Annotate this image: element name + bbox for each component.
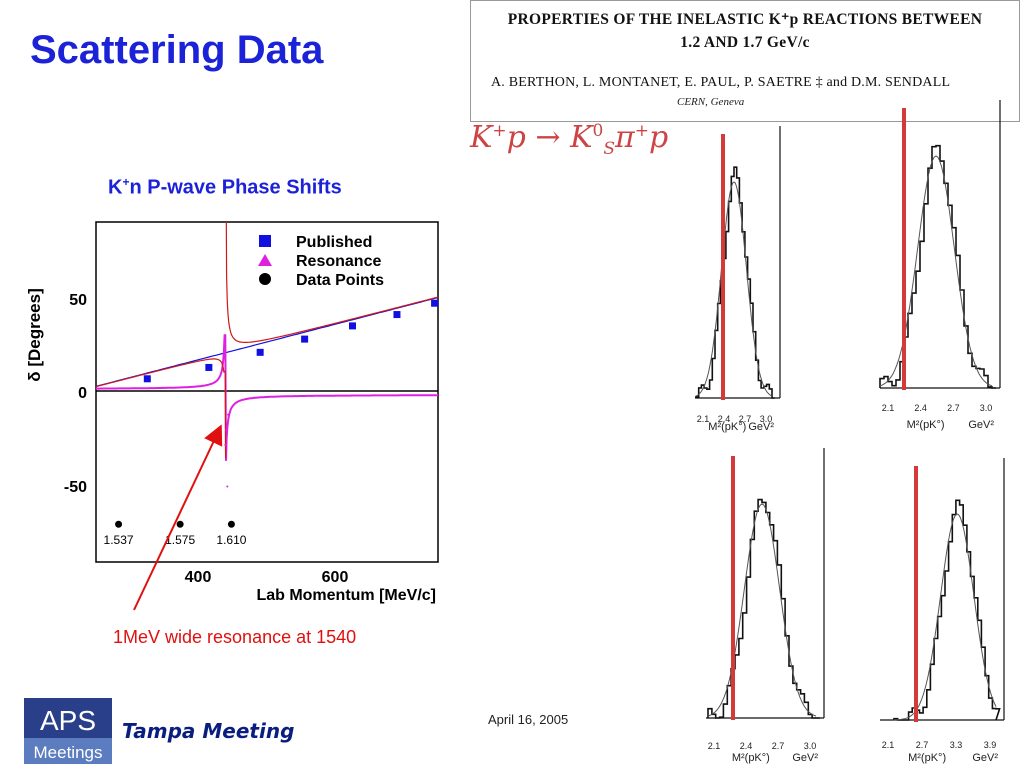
- legend-published-marker: [259, 235, 271, 247]
- histogram-tick-label: 2.1: [882, 740, 895, 750]
- plot-title-sup: +: [122, 175, 130, 189]
- published-point: [256, 348, 264, 356]
- published-point: [301, 335, 309, 343]
- y-axis-label: δ [Degrees]: [25, 288, 44, 381]
- histogram-steps: [893, 499, 1001, 721]
- histogram-unit-label: GeV²: [972, 752, 998, 764]
- histogram-panel: 2.1 2.7 3.3 3.9 M²(pK°) GeV²: [880, 458, 1005, 764]
- threshold-marker: [721, 134, 725, 400]
- legend-datapoints-label: Data Points: [296, 272, 384, 289]
- published-point: [143, 375, 151, 383]
- histogram-unit-label: GeV²: [792, 752, 818, 764]
- histogram-tick-label: 3.3: [950, 740, 963, 750]
- plot-frame: [95, 221, 439, 563]
- y-tick-0: 0: [78, 385, 87, 402]
- published-point: [205, 363, 213, 371]
- logo-aps-text: APS: [40, 705, 96, 736]
- data-point: [115, 520, 123, 528]
- published-point: [393, 311, 401, 319]
- histogram-fit: [879, 155, 993, 387]
- plot-title-k: K: [108, 176, 123, 199]
- histogram-fit: [893, 513, 997, 721]
- logo-meetings-text: Meetings: [34, 743, 103, 762]
- data-point: [176, 520, 184, 528]
- slide-date: April 16, 2005: [488, 712, 569, 727]
- paper-authors: A. BERTHON, L. MONTANET, E. PAUL, P. SAE…: [491, 75, 951, 90]
- paper-title-line2: 1.2 AND 1.7 GeV/c: [680, 34, 810, 51]
- y-tick-50: 50: [69, 292, 87, 309]
- resonance-dot: [227, 413, 230, 416]
- histogram-tick-label: 2.1: [882, 403, 895, 413]
- legend-published-label: Published: [296, 234, 372, 251]
- histogram-panel: 2.1 2.4 2.7 3.0 M²(pK°) GeV²: [706, 448, 825, 764]
- paper-title-line1: PROPERTIES OF THE INELASTIC K⁺p REACTION…: [507, 11, 983, 28]
- histogram-tick-label: 2.7: [947, 403, 960, 413]
- histogram-steps: [879, 144, 996, 389]
- histogram-axis-label: M²(pK°): [708, 421, 746, 433]
- data-point: [227, 520, 235, 528]
- x-tick-400: 400: [185, 569, 212, 586]
- histogram-tick-label: 2.1: [708, 741, 721, 751]
- histogram-tick-label: 3.0: [804, 741, 817, 751]
- histogram-tick-label: 2.4: [718, 414, 731, 424]
- histogram-axis-label: M²(pK°): [907, 419, 945, 431]
- resonance-curve: [96, 334, 438, 461]
- histogram-tick-label: 3.0: [760, 414, 773, 424]
- published-point: [431, 299, 439, 307]
- phase-shift-chart: δ [Degrees] 1.537 1.575 1.610 50 0 -50 400…: [25, 221, 439, 604]
- histogram-tick-label: 2.7: [772, 741, 785, 751]
- slide-title: Scattering Data: [30, 28, 324, 72]
- threshold-marker: [731, 456, 735, 720]
- histogram-tick-label: 3.9: [984, 740, 997, 750]
- histogram-fit: [707, 503, 817, 717]
- data-point-label: 1.575: [165, 533, 195, 547]
- total-curve: [95, 221, 439, 459]
- y-tick-minus50: -50: [64, 479, 87, 496]
- histogram-tick-label: 2.4: [914, 403, 927, 413]
- meeting-name: Tampa Meeting: [122, 719, 295, 743]
- arrow-line: [133, 424, 223, 611]
- histogram-tick-label: 2.4: [740, 741, 753, 751]
- curves-group: [95, 221, 439, 461]
- resonance-dot: [224, 428, 227, 431]
- paper-header: PROPERTIES OF THE INELASTIC K⁺p REACTION…: [470, 0, 1020, 122]
- marks-group: 1.537 1.575 1.610: [104, 299, 439, 547]
- histogram-axis-label: M²(pK°): [908, 752, 946, 764]
- legend-resonance-label: Resonance: [296, 253, 381, 270]
- aps-meetings-logo: APS Meetings: [24, 698, 112, 764]
- histogram-axis-label: M²(pK°): [732, 752, 770, 764]
- histogram-fit: [695, 181, 773, 397]
- histogram-tick-label: 2.7: [916, 740, 929, 750]
- plot-title-rest: n P-wave Phase Shifts: [129, 176, 342, 199]
- published-point: [349, 322, 356, 330]
- plot-title: K+n P-wave Phase Shifts: [108, 175, 342, 200]
- histogram-tick-label: 2.1: [697, 414, 710, 424]
- histogram-panel: 2.1 2.4 2.7 3.0 M²(pK°) GeV²: [879, 100, 1001, 431]
- histogram-unit-label: GeV²: [968, 419, 994, 431]
- histogram-panel: 2.1 2.4 2.7 3.0 M²(pK°) GeV²: [695, 126, 781, 433]
- legend-resonance-marker: [258, 254, 272, 266]
- data-point-label: 1.610: [216, 533, 246, 547]
- reaction-formula: K+p → K0Sπ+p: [470, 120, 669, 159]
- histogram-unit-label: GeV²: [748, 421, 774, 433]
- paper-institution: CERN, Geneva: [677, 96, 745, 108]
- data-point-label: 1.537: [104, 533, 134, 547]
- histogram-tick-label: 2.7: [739, 414, 752, 424]
- histogram-steps: [707, 498, 820, 719]
- resonance-dot: [226, 485, 229, 488]
- resonance-annotation: 1MeV wide resonance at 1540: [113, 627, 357, 647]
- resonance-dot: [225, 425, 228, 427]
- threshold-marker: [902, 108, 906, 390]
- x-axis-label: Lab Momentum [MeV/c]: [256, 587, 436, 604]
- x-tick-600: 600: [322, 569, 349, 586]
- resonance-dot: [224, 443, 227, 446]
- histogram-tick-label: 3.0: [980, 403, 993, 413]
- threshold-marker: [914, 466, 918, 722]
- legend-datapoints-marker: [259, 273, 271, 285]
- histogram-steps: [695, 166, 775, 399]
